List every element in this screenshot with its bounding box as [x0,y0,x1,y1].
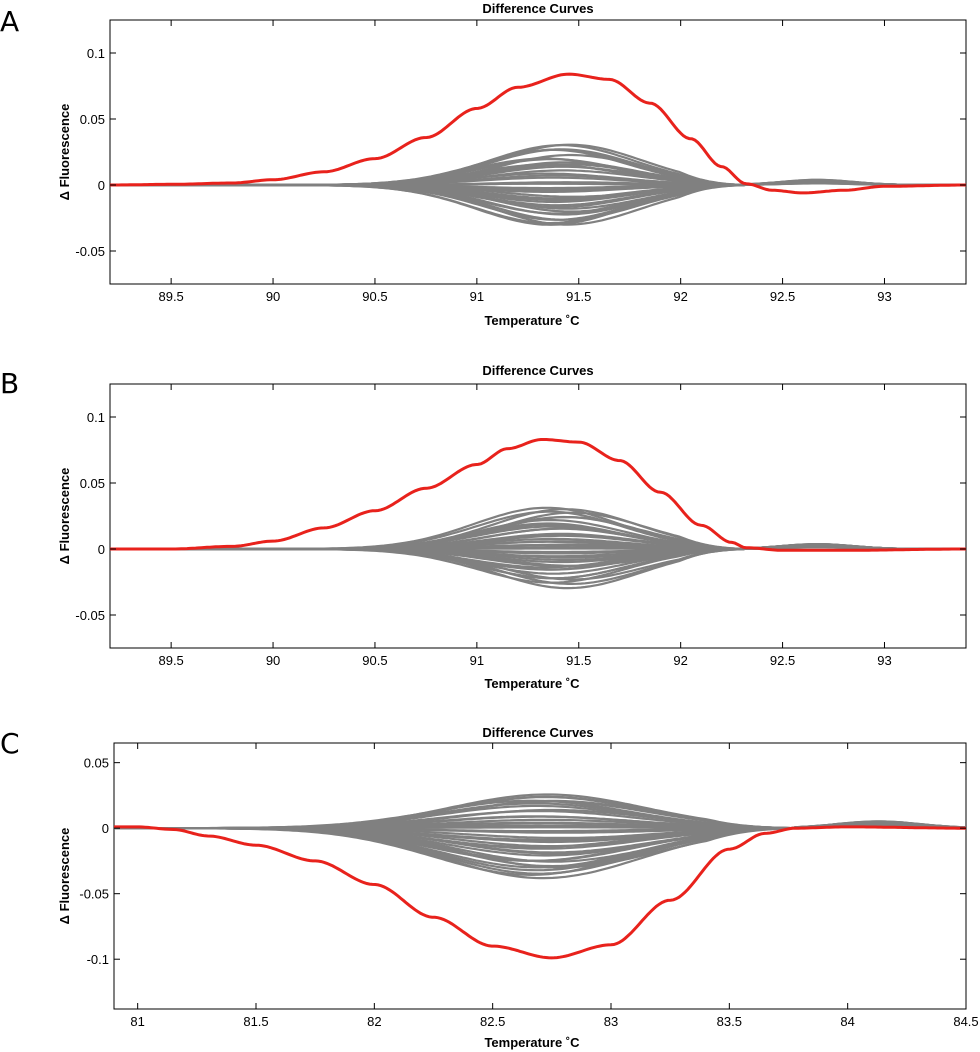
panel-c-x-tick-label: 82.5 [480,1014,505,1029]
panel-b-ticks: 89.5 90 90.5 91 91.5 92 92.5 93 -0.05 0 0.05 0.1 [75,384,966,668]
panel-b-y-tick-label: 0.05 [80,476,105,491]
panel-a-x-tick-label: 92 [673,289,687,304]
panel-a-x-tick-label: 91.5 [566,289,591,304]
panel-a-x-tick-label: 89.5 [158,289,183,304]
panel-b-y-tick-label: 0 [98,542,105,557]
panel-c-x-tick-label: 81.5 [243,1014,268,1029]
panel-b-marks [110,438,966,590]
panel-c-y-axis-label: Δ Fluorescence [57,828,72,925]
panel-b-title: Difference Curves [482,363,593,378]
panel-c-marks [114,793,966,960]
panel-a-x-tick-label: 90.5 [362,289,387,304]
panel-b-x-tick-label: 92 [673,653,687,668]
panel-c-plot-area [113,742,967,1010]
panel-b-x-axis-label: Temperature ˚C [484,676,580,691]
panel-c-red-curve [114,825,966,960]
panel-a-x-tick-label: 91 [470,289,484,304]
panel-c-x-tick-label: 82 [367,1014,381,1029]
panel-a-x-tick-label: 90 [266,289,280,304]
panel-b-x-tick-label: 93 [877,653,891,668]
panel-b-y-axis-label: Δ Fluorescence [57,468,72,565]
panel-b-x-tick-label: 92.5 [770,653,795,668]
panel-c-x-tick-label: 83 [604,1014,618,1029]
panel-b-chart: B Difference Curves 89.5 90 90.5 91 91.5 92 92… [0,363,967,691]
panel-a-chart: A Difference Curves 89.5 90 90.5 91 91.5 92 92… [0,1,967,328]
panel-c-ticks: 81 81.5 82 82.5 83 83.5 84 84.5 -0.1 -0.05 0 0.05 [79,743,979,1029]
panel-a-red-curve [110,72,966,195]
panel-c-letter: C [0,727,20,760]
panel-a-ticks: 89.5 90 90.5 91 91.5 92 92.5 93 -0.05 0 0.05 0.1 [75,20,966,304]
panel-c-x-tick-label: 84 [840,1014,854,1029]
panel-b-x-tick-label: 91.5 [566,653,591,668]
panel-a-gray-curve [110,143,966,187]
panel-c-chart: C Difference Curves 81 81.5 82 82.5 83 83.5 84… [0,725,979,1050]
panel-c-x-tick-label: 83.5 [717,1014,742,1029]
panel-c-y-tick-label: -0.1 [87,952,109,967]
panel-a-letter: A [0,5,19,38]
panel-a-title: Difference Curves [482,1,593,16]
panel-c-x-tick-label: 84.5 [953,1014,978,1029]
panel-b-x-tick-label: 90.5 [362,653,387,668]
panel-a-x-tick-label: 93 [877,289,891,304]
panel-c-x-axis-label: Temperature ˚C [484,1035,580,1050]
panel-a-y-tick-label: 0.1 [87,46,105,61]
panel-b-gray-curve [110,508,966,551]
panel-a-marks [110,72,966,226]
panel-a-y-axis-label: Δ Fluorescence [57,104,72,201]
panel-a-y-tick-label: 0 [98,178,105,193]
panel-b-x-tick-label: 91 [470,653,484,668]
panel-b-y-tick-label: -0.05 [75,608,105,623]
panel-c-y-tick-label: -0.05 [79,887,109,902]
panel-b-x-tick-label: 89.5 [158,653,183,668]
panel-c-gray-curve [114,793,966,830]
panel-c-title: Difference Curves [482,725,593,740]
panel-a-y-tick-label: -0.05 [75,244,105,259]
panel-c-x-tick-label: 81 [130,1014,144,1029]
panel-c-y-tick-label: 0.05 [84,756,109,771]
panel-b-letter: B [0,367,19,400]
panel-a-x-tick-label: 92.5 [770,289,795,304]
panel-c-y-tick-label: 0 [102,821,109,836]
panel-a-x-axis-label: Temperature ˚C [484,313,580,328]
panel-b-red-curve [110,438,966,552]
panel-a-y-tick-label: 0.05 [80,112,105,127]
panel-b-y-tick-label: 0.1 [87,410,105,425]
panel-b-x-tick-label: 90 [266,653,280,668]
